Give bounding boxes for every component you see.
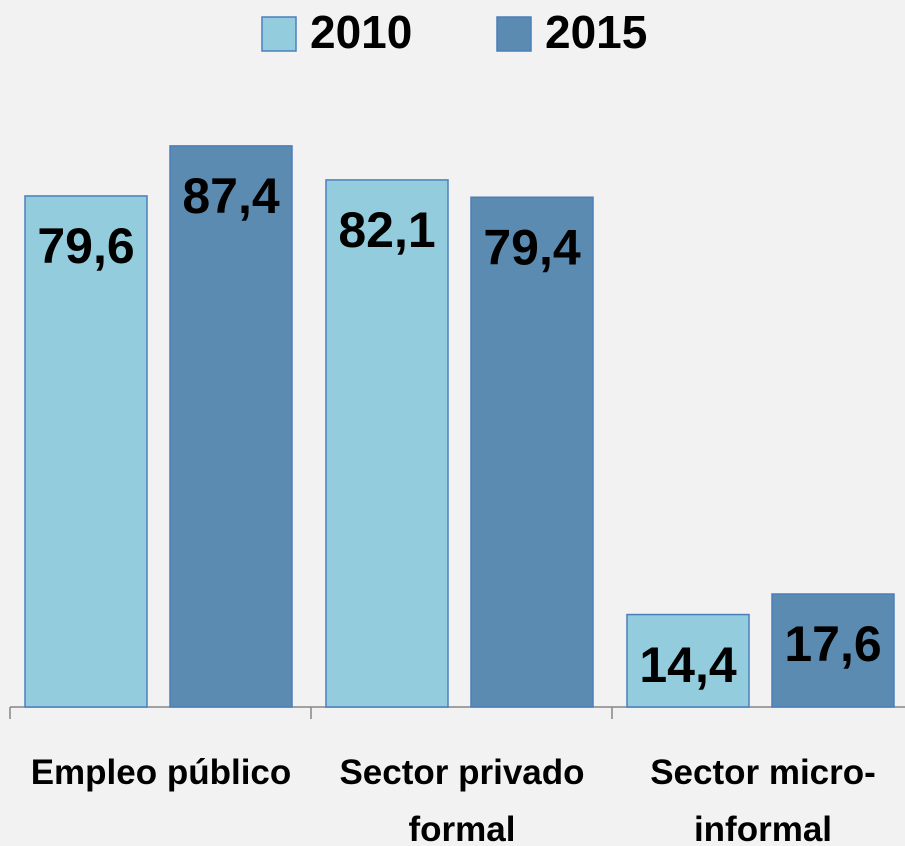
bar — [470, 196, 594, 708]
bar — [325, 179, 449, 708]
legend-swatch — [496, 16, 532, 52]
data-label: 14,4 — [639, 637, 737, 693]
x-tick-label: Sector privado formal — [339, 753, 585, 846]
legend-label: 2010 — [310, 6, 412, 58]
bar — [771, 593, 895, 708]
data-label: 17,6 — [784, 616, 881, 672]
data-label: 79,4 — [483, 219, 581, 275]
data-label: 82,1 — [338, 202, 435, 258]
bar — [24, 195, 148, 708]
legend-label: 2015 — [545, 6, 647, 58]
bar — [169, 145, 293, 708]
legend-swatch — [261, 16, 297, 52]
data-label: 79,6 — [37, 218, 134, 274]
x-tick-label: Empleo público — [30, 753, 292, 792]
x-tick-label: Sector micro-informal — [650, 753, 876, 846]
data-label: 87,4 — [182, 168, 280, 224]
bar — [626, 613, 750, 708]
